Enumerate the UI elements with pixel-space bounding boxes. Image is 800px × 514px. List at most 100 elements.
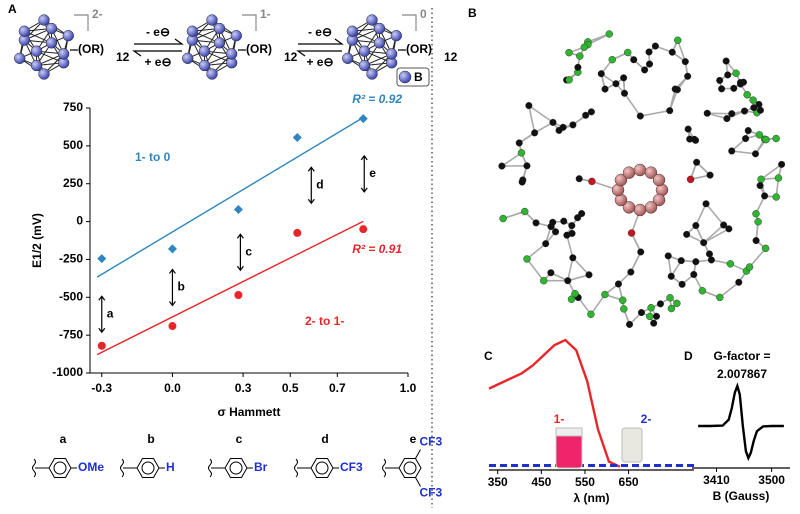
benzene-ring <box>224 457 248 479</box>
atom <box>614 173 628 187</box>
atom <box>645 48 653 56</box>
boron-atom <box>18 25 30 37</box>
atom <box>751 150 759 158</box>
atom <box>587 310 595 318</box>
atom <box>576 52 584 60</box>
equilibrium-arrow <box>132 50 182 57</box>
data-point <box>233 204 243 214</box>
atom <box>531 129 539 137</box>
atom <box>597 70 605 78</box>
atom <box>646 312 654 321</box>
atomic-bond <box>731 150 756 155</box>
chart-title: G-factor = <box>713 349 770 363</box>
boron-atom <box>38 14 50 26</box>
atom <box>686 175 695 184</box>
atom <box>772 134 780 143</box>
boron-atom <box>206 14 218 26</box>
atomic-bond <box>668 88 676 111</box>
atom <box>574 214 582 222</box>
atom <box>707 256 715 264</box>
boron-atom <box>373 22 386 35</box>
charge: 1- <box>260 7 271 21</box>
atom <box>667 272 675 280</box>
series-line <box>698 382 784 462</box>
boron-atom <box>366 14 378 26</box>
atomic-bond <box>528 105 536 134</box>
atom <box>622 201 636 214</box>
atom <box>742 135 750 143</box>
substituent-group: CF3 <box>340 460 363 474</box>
substituent-letter: b <box>147 432 154 446</box>
atom <box>761 192 769 200</box>
borane-cage <box>342 14 402 80</box>
atom <box>626 320 634 328</box>
atomic-bond <box>748 247 767 268</box>
atomic-bond <box>501 152 522 167</box>
x-tick-label: 650 <box>619 475 639 489</box>
borane-cage <box>182 14 242 80</box>
x-axis-label: λ (nm) <box>574 491 610 505</box>
atom <box>700 239 708 247</box>
equilibrium-arrow <box>296 50 342 57</box>
atom <box>588 177 596 186</box>
atom <box>633 163 647 177</box>
atom <box>678 280 686 288</box>
x-tick-label: 3410 <box>703 473 730 487</box>
atom <box>749 96 757 104</box>
atom <box>732 69 740 77</box>
series-label: 1- <box>554 412 565 426</box>
atom <box>656 300 664 308</box>
atom <box>582 111 590 119</box>
atom <box>762 135 770 144</box>
atomic-bond <box>528 104 554 124</box>
atom <box>542 240 550 248</box>
atom <box>547 223 555 231</box>
boron-atom <box>358 59 371 72</box>
atom <box>756 182 764 190</box>
atom <box>574 63 582 71</box>
atom <box>778 160 786 168</box>
wavy-bond <box>32 458 36 478</box>
atom <box>735 278 743 286</box>
data-point <box>359 225 368 234</box>
atomic-bond <box>695 203 707 226</box>
atom <box>677 257 685 265</box>
atom <box>703 109 711 117</box>
atom <box>608 55 616 64</box>
atom <box>718 85 726 93</box>
atom <box>752 237 760 245</box>
atom <box>756 106 764 114</box>
ligand: (OR) <box>78 42 104 56</box>
atomic-bond <box>566 257 574 281</box>
panel-letter: D <box>684 349 693 363</box>
atom <box>666 107 674 115</box>
atom <box>624 48 632 57</box>
bond <box>415 449 421 459</box>
x-tick-label: 3500 <box>758 473 785 487</box>
atom <box>571 289 579 298</box>
atomic-bond <box>567 274 590 282</box>
fit-line <box>96 220 364 356</box>
ligand-count: 12 <box>116 50 130 64</box>
boron-atom <box>30 59 43 72</box>
boron-atom <box>373 37 386 49</box>
x-tick-label: 550 <box>575 475 595 489</box>
atom <box>614 280 622 288</box>
atom <box>684 72 692 80</box>
atom <box>523 162 531 170</box>
atom <box>693 158 701 166</box>
data-point <box>97 254 107 264</box>
atomic-bond <box>760 163 783 180</box>
atom <box>743 91 751 99</box>
aromatic-circle <box>315 461 329 475</box>
legend-box <box>396 67 430 87</box>
series-label: 1- to 0 <box>135 150 171 164</box>
x-tick-label: 450 <box>531 475 551 489</box>
atom <box>627 229 636 237</box>
atom <box>549 118 557 126</box>
atom <box>620 89 628 97</box>
wavy-bond <box>382 458 386 478</box>
atom <box>725 225 733 233</box>
vial-cap <box>555 427 583 437</box>
boron-atom <box>230 30 242 42</box>
